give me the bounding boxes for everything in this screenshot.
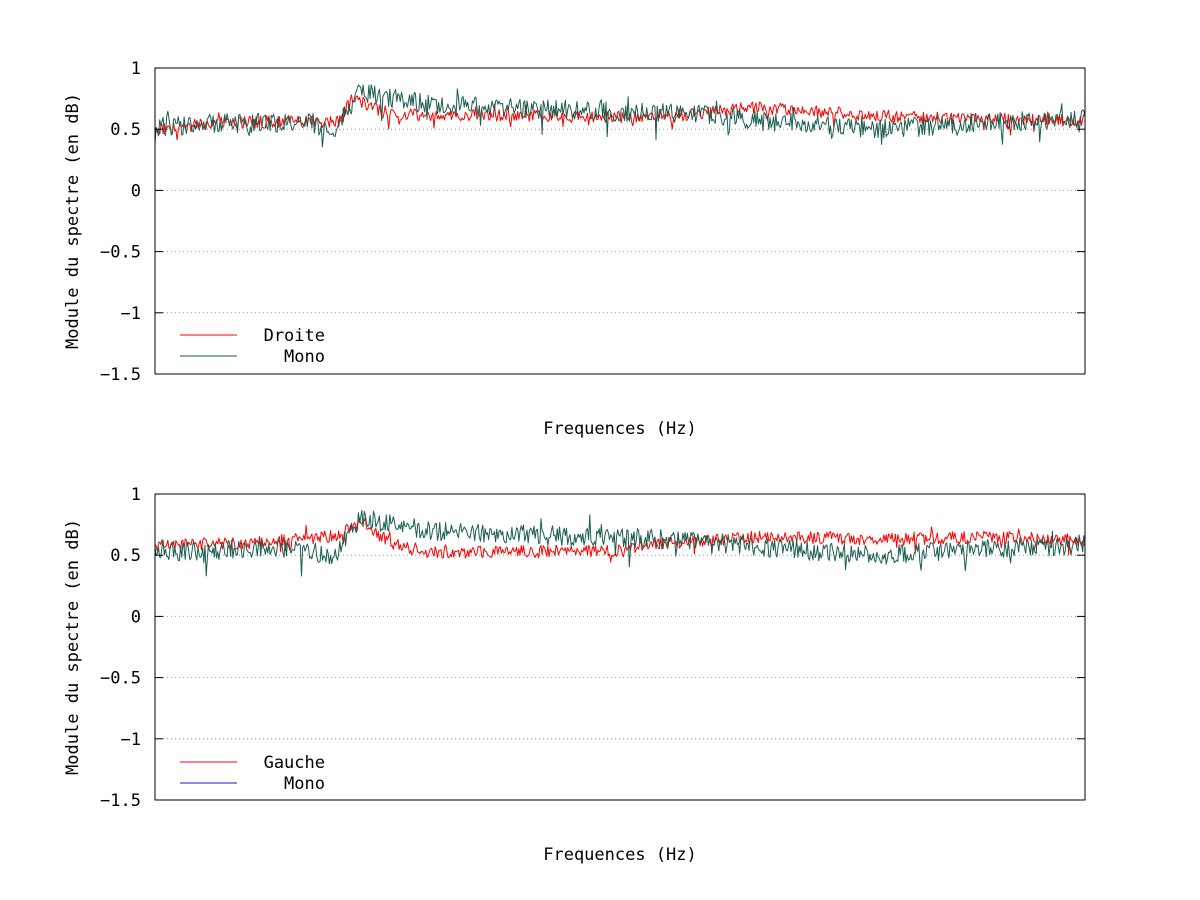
y-tick-label: 0.5 xyxy=(110,120,141,140)
legend-label-droite: Droite xyxy=(264,326,325,346)
y-tick-label: −1.5 xyxy=(100,365,141,385)
y-axis-label: Module du spectre (en dB) xyxy=(63,93,83,349)
legend: Droite Mono xyxy=(180,326,325,367)
y-tick-label: 0 xyxy=(131,607,141,627)
y-tick-label: 0 xyxy=(131,181,141,201)
y-tick-label: −1 xyxy=(121,304,141,324)
chart-top: 1 0.5 0 −0.5 −1 −1.5 Frequences (Hz) Module d… xyxy=(63,59,1086,439)
series-layer xyxy=(154,84,1086,148)
grid-lines xyxy=(155,128,1085,314)
chart-bottom: 1 0.5 0 −0.5 −1 −1.5 Frequences (Hz) Module d… xyxy=(63,485,1086,865)
y-axis-label: Module du spectre (en dB) xyxy=(63,519,83,775)
series-line-gauche xyxy=(154,517,1086,563)
x-axis-label: Frequences (Hz) xyxy=(543,845,697,865)
series-layer xyxy=(154,509,1086,577)
legend-label-mono: Mono xyxy=(284,774,325,794)
plot-frame xyxy=(154,67,1086,375)
series-line-mono xyxy=(154,509,1086,577)
y-tick-label: −0.5 xyxy=(100,669,141,689)
x-axis-label: Frequences (Hz) xyxy=(543,419,697,439)
y-tick-labels: 1 0.5 0 −0.5 −1 −1.5 xyxy=(100,485,141,811)
y-tick-label: −1.5 xyxy=(100,791,141,811)
y-tick-label: −1 xyxy=(121,730,141,750)
grid-lines xyxy=(155,554,1085,740)
legend-label-gauche: Gauche xyxy=(264,753,325,773)
y-tick-label: 0.5 xyxy=(110,546,141,566)
legend-label-mono: Mono xyxy=(284,347,325,367)
y-tick-label: 1 xyxy=(131,59,141,79)
y-ticks xyxy=(155,493,1085,801)
y-tick-labels: 1 0.5 0 −0.5 −1 −1.5 xyxy=(100,59,141,385)
y-tick-label: 1 xyxy=(131,485,141,505)
y-tick-label: −0.5 xyxy=(100,243,141,263)
y-ticks xyxy=(155,67,1085,375)
series-line-mono xyxy=(154,84,1086,148)
plot-frame xyxy=(154,493,1086,801)
legend: Gauche Mono xyxy=(180,753,325,794)
